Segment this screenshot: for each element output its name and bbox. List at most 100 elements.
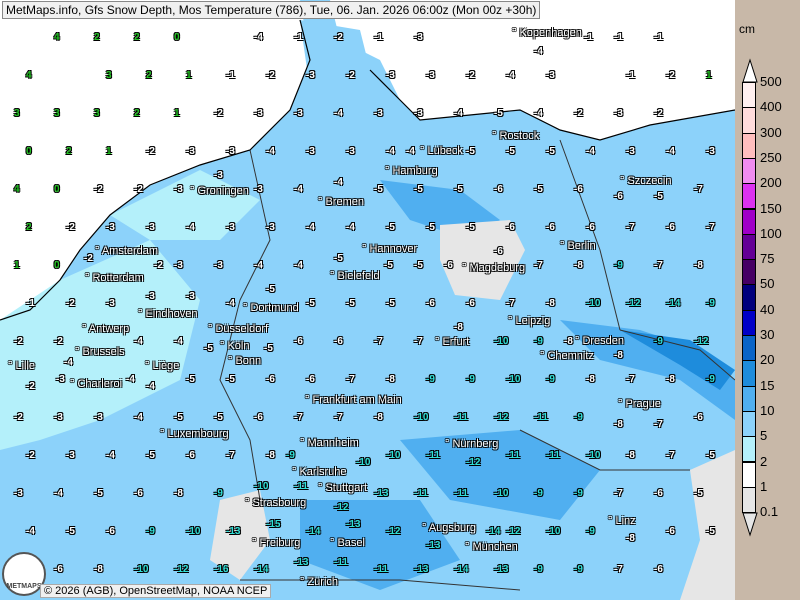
- temperature-value: 0: [174, 32, 180, 43]
- temperature-value: -5: [384, 260, 393, 271]
- city-label: ° Zürich: [300, 576, 339, 588]
- temperature-value: -2: [154, 260, 163, 271]
- city-label: ° Bremen: [318, 196, 364, 208]
- temperature-value: -2: [66, 298, 75, 309]
- temperature-value: -5: [426, 222, 435, 233]
- legend-swatch: [742, 385, 756, 412]
- temperature-value: -2: [146, 146, 155, 157]
- temperature-value: 2: [66, 146, 72, 157]
- temperature-value: -2: [666, 70, 675, 81]
- temperature-value: -3: [56, 374, 65, 385]
- temperature-value: -9: [146, 526, 155, 537]
- temperature-value: -13: [374, 488, 389, 499]
- legend-label: 0.1: [760, 504, 779, 520]
- temperature-value: -5: [386, 298, 395, 309]
- city-label: ° Kopenhagen: [512, 27, 582, 39]
- city-label: ° Stuttgart: [318, 482, 368, 494]
- temperature-value: -7: [666, 450, 675, 461]
- temperature-value: -4: [386, 146, 395, 157]
- legend-label: 1: [760, 478, 768, 494]
- temperature-value: -4: [294, 260, 303, 271]
- temperature-value: -4: [54, 488, 63, 499]
- weather-map[interactable]: 4 2 2 0 -4 -1 -2 -1 -3 -4 -1 -1 -1 4 3 2 1 -1 -2 -3 -2 -3 -3 -2…: [0, 0, 735, 600]
- temperature-value: -10: [586, 450, 601, 461]
- legend-swatch: [742, 107, 756, 134]
- legend-label: 20: [760, 352, 775, 368]
- temperature-value: -8: [626, 533, 635, 544]
- temperature-value: -6: [654, 488, 663, 499]
- temperature-value: 4: [54, 32, 60, 43]
- temperature-value: -8: [614, 419, 623, 430]
- legend-swatch: [742, 410, 756, 438]
- temperature-value: -2: [574, 108, 583, 119]
- temperature-value: -6: [134, 488, 143, 499]
- light-snow-nw: [110, 170, 260, 240]
- city-label: ° Augsburg: [422, 522, 476, 534]
- temperature-value: -3: [146, 291, 155, 302]
- city-label: ° Berlin: [560, 240, 596, 252]
- temperature-value: -3: [14, 488, 23, 499]
- temperature-value: -3: [266, 222, 275, 233]
- temperature-value: -14: [666, 298, 681, 309]
- temperature-value: -8: [694, 260, 703, 271]
- temperature-value: -8: [574, 260, 583, 271]
- temperature-value: -6: [546, 222, 555, 233]
- temperature-value: -6: [586, 222, 595, 233]
- city-label: ° Rostock: [492, 130, 540, 142]
- temperature-value: -9: [534, 336, 543, 347]
- temperature-value: -13: [294, 557, 309, 568]
- legend-swatch: [742, 233, 756, 261]
- temperature-value: -4: [186, 222, 195, 233]
- temperature-value: -4: [106, 450, 115, 461]
- temperature-value: -9: [574, 564, 583, 575]
- temperature-value: -8: [564, 336, 573, 347]
- temperature-value: -9: [534, 564, 543, 575]
- temperature-value: -11: [414, 488, 428, 499]
- temperature-value: -6: [694, 412, 703, 423]
- temperature-value: 2: [134, 108, 140, 119]
- city-label: ° Eindhoven: [138, 308, 198, 320]
- no-snow-magdeburg: [440, 220, 525, 300]
- temperature-value: -5: [706, 450, 715, 461]
- city-label: ° Szczecin: [620, 175, 672, 187]
- metmaps-logo[interactable]: METMAPS: [2, 552, 46, 596]
- temperature-value: -4: [334, 177, 343, 188]
- temperature-value: -3: [186, 146, 195, 157]
- temperature-value: -10: [494, 336, 509, 347]
- legend-label: 400: [760, 99, 782, 115]
- temperature-value: -5: [374, 184, 383, 195]
- temperature-value: -6: [666, 526, 675, 537]
- temperature-value: 3: [106, 70, 112, 81]
- temperature-value: -6: [574, 184, 583, 195]
- temperature-value: -6: [254, 412, 263, 423]
- temperature-value: -4: [126, 374, 135, 385]
- temperature-value: -16: [214, 564, 229, 575]
- temperature-value: -6: [186, 450, 195, 461]
- legend-swatch: [742, 183, 756, 210]
- temperature-value: -3: [106, 222, 115, 233]
- temperature-value: -7: [346, 374, 355, 385]
- temperature-value: -7: [694, 184, 703, 195]
- legend-label: 200: [760, 175, 782, 191]
- temperature-value: -9: [574, 412, 583, 423]
- temperature-value: -11: [334, 557, 348, 568]
- temperature-value: -2: [26, 381, 35, 392]
- temperature-value: -3: [386, 70, 395, 81]
- temperature-value: -13: [414, 564, 429, 575]
- temperature-value: -9: [586, 526, 595, 537]
- temperature-value: 0: [26, 146, 32, 157]
- baltic-sea: [330, 0, 735, 140]
- temperature-value: -4: [506, 70, 515, 81]
- temperature-value: -4: [226, 298, 235, 309]
- city-label: ° Bonn: [228, 355, 262, 367]
- temperature-value: -10: [134, 564, 149, 575]
- city-label: ° Linz: [608, 515, 636, 527]
- legend-swatch: [742, 208, 756, 235]
- temperature-value: -11: [294, 481, 308, 492]
- temperature-value: -12: [174, 564, 189, 575]
- temperature-value: -10: [356, 457, 371, 468]
- legend-label: 100: [760, 225, 782, 241]
- city-label: ° Antwerp: [82, 323, 130, 335]
- temperature-value: -11: [506, 450, 520, 461]
- city-label: ° Brussels: [75, 346, 125, 358]
